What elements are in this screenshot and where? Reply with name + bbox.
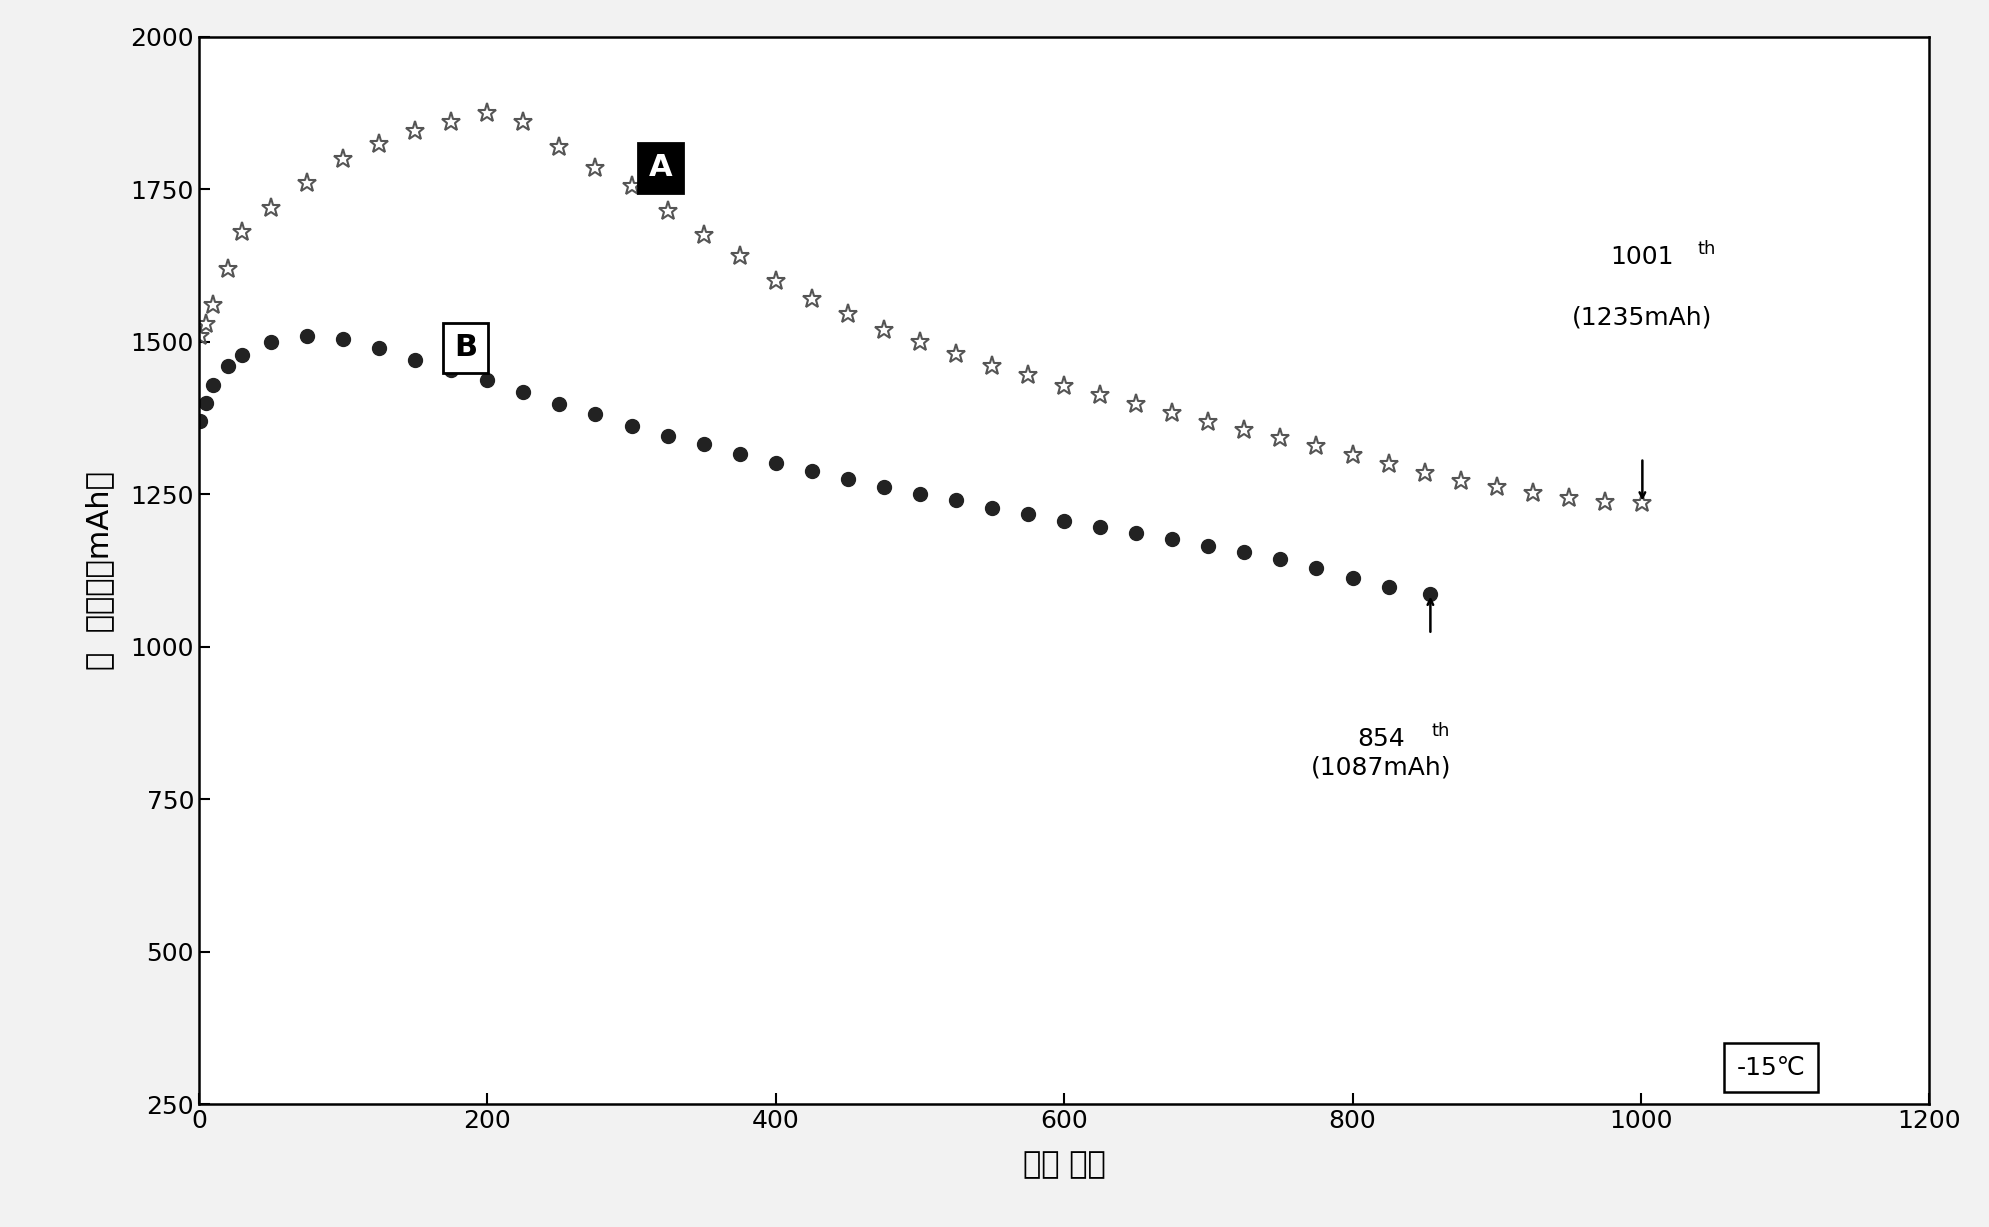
Text: 1001: 1001: [1611, 244, 1675, 269]
Text: th: th: [1697, 239, 1717, 258]
Text: -15℃: -15℃: [1736, 1055, 1806, 1080]
X-axis label: 循环 次数: 循环 次数: [1022, 1150, 1106, 1179]
Text: A: A: [648, 153, 672, 183]
Y-axis label: 放  电容量（mAh）: 放 电容量（mAh）: [86, 471, 113, 670]
Text: (1087mAh): (1087mAh): [1311, 756, 1452, 779]
Text: (1235mAh): (1235mAh): [1571, 306, 1713, 329]
Text: 854: 854: [1356, 726, 1406, 751]
Text: B: B: [453, 334, 477, 362]
Text: th: th: [1432, 721, 1450, 740]
